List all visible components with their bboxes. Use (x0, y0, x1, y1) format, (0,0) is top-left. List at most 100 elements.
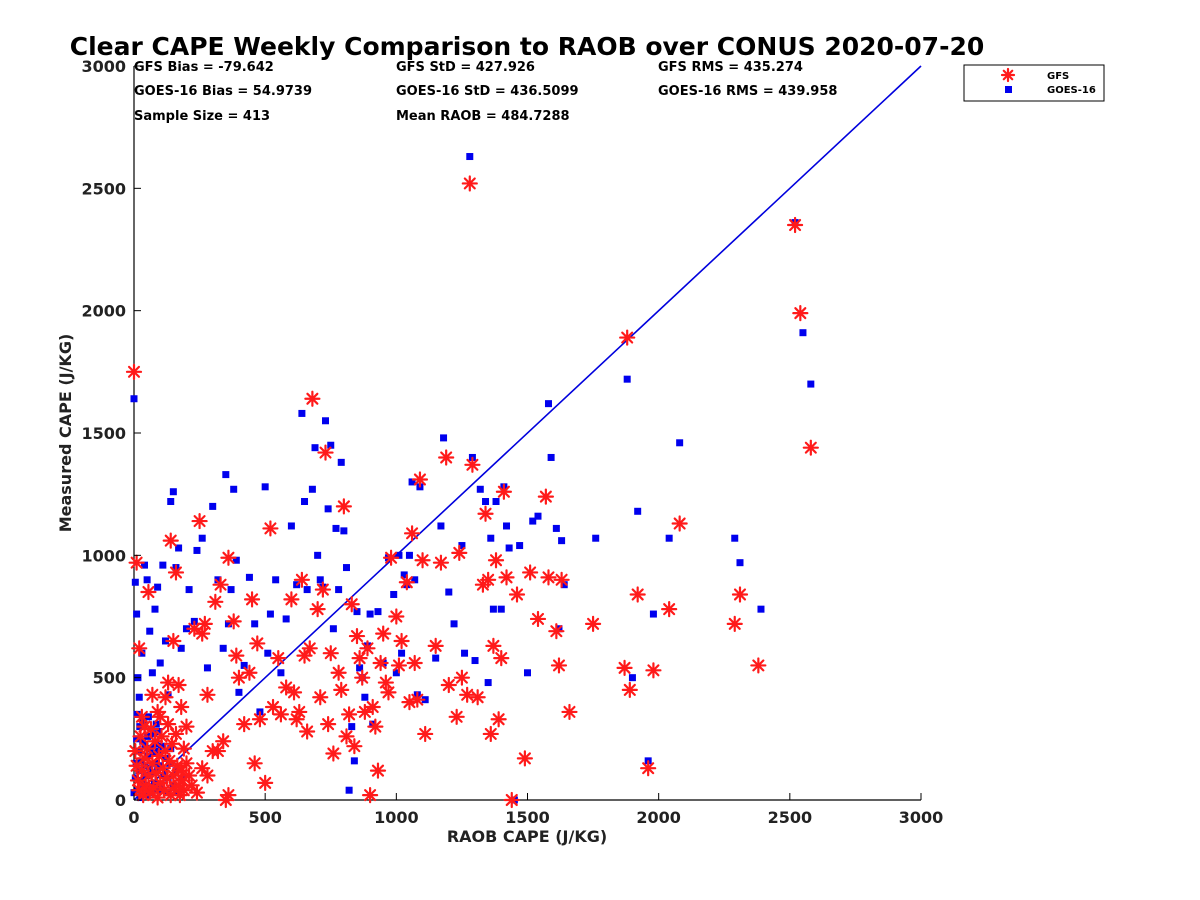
gfs-point (330, 664, 347, 681)
gfs-point (377, 674, 394, 691)
goes16-point (150, 730, 158, 738)
gfs-point (493, 649, 510, 667)
y-tick-label: 500 (93, 669, 126, 688)
gfs-point (375, 625, 392, 642)
goes16-point (329, 625, 337, 633)
goes16-point (356, 664, 364, 672)
x-axis-label: RAOB CAPE (J/KG) (447, 827, 607, 846)
gfs-point (301, 640, 318, 657)
gfs-point (322, 645, 339, 662)
gfs-point (645, 662, 662, 679)
gfs-point (406, 654, 423, 672)
gfs-point (487, 552, 505, 569)
gfs-point (314, 581, 331, 598)
goes16-point (628, 674, 636, 682)
goes16-point (185, 586, 193, 594)
y-tick-label: 3000 (81, 57, 126, 76)
goes16-point (230, 485, 238, 493)
gfs-point (170, 676, 187, 694)
x-tick-label: 2000 (636, 808, 681, 827)
gfs-point (165, 632, 182, 650)
goes16-point (301, 498, 309, 506)
gfs-point (362, 787, 379, 804)
gfs-point (522, 564, 539, 581)
gfs-point (354, 669, 371, 686)
goes16-point (471, 657, 479, 665)
gfs-point (241, 664, 258, 681)
goes16-point (799, 329, 807, 337)
gfs-point (561, 703, 578, 721)
goes16-point (366, 610, 374, 618)
gfs-point (367, 718, 384, 735)
gfs-point (351, 649, 368, 667)
gfs-point (199, 767, 216, 784)
goes16-point (198, 534, 206, 542)
gfs-point (194, 625, 211, 642)
goes16-point (139, 737, 147, 745)
gfs-point (490, 711, 507, 728)
goes16-point (131, 578, 139, 586)
goes16-point (524, 669, 531, 677)
gfs-point (127, 742, 144, 760)
goes16-point (484, 679, 492, 687)
gfs-point (251, 711, 269, 728)
gfs-point (451, 544, 468, 561)
gfs-point (498, 569, 515, 586)
goes16-point (482, 498, 490, 506)
y-tick-label: 0 (115, 791, 126, 810)
gfs-point (382, 549, 400, 566)
goes16-point (277, 669, 285, 677)
gfs-point (584, 615, 602, 632)
goes16-point (337, 458, 345, 466)
goes16-point (167, 745, 175, 753)
gfs-point (619, 329, 636, 346)
goes16-point (516, 542, 524, 550)
gfs-point (802, 439, 819, 456)
goes16-point (130, 789, 138, 797)
gfs-point (750, 657, 767, 674)
goes16-point (282, 615, 290, 623)
goes16-point (623, 375, 631, 383)
goes16-point (245, 573, 253, 581)
goes16-point (251, 620, 259, 628)
goes16-point (214, 576, 222, 584)
gfs-point (550, 657, 568, 674)
goes16-point (592, 534, 600, 542)
goes16-point (167, 498, 175, 506)
stat-gfs-rms: GFS RMS = 435.274 (658, 60, 803, 75)
gfs-point (348, 627, 366, 645)
gfs-point (485, 637, 502, 654)
gfs-point (388, 608, 405, 625)
gfs-point (480, 571, 497, 588)
gfs-point (160, 674, 177, 691)
stat-goes-bias: GOES-16 Bias = 54.9739 (134, 84, 312, 99)
goes16-point (437, 522, 445, 530)
goes16-point (322, 417, 330, 425)
gfs-point (516, 750, 533, 767)
goes16-point (193, 546, 201, 554)
goes16-point (342, 564, 350, 572)
goes16-point (135, 693, 143, 701)
gfs-point (228, 647, 245, 664)
goes16-point (552, 524, 560, 532)
legend-gfs-marker (1000, 67, 1016, 83)
goes16-point (736, 559, 744, 567)
goes16-point (335, 586, 343, 594)
gfs-point (140, 583, 157, 601)
legend: GFS GOES-16 (963, 64, 1105, 102)
gfs-point (482, 725, 499, 743)
y-tick-label: 1000 (81, 546, 126, 565)
goes16-point (154, 583, 162, 591)
gfs-point (508, 586, 526, 603)
goes16-point (143, 576, 151, 584)
goes16-point (350, 757, 358, 765)
gfs-point (175, 740, 192, 757)
goes16-point (634, 507, 642, 515)
gfs-point (312, 689, 329, 706)
gfs-point (369, 762, 387, 779)
gfs-point (285, 684, 303, 701)
gfs-point (341, 706, 358, 723)
goes16-point (807, 380, 815, 388)
goes16-point (266, 610, 274, 618)
goes16-point (398, 649, 406, 657)
